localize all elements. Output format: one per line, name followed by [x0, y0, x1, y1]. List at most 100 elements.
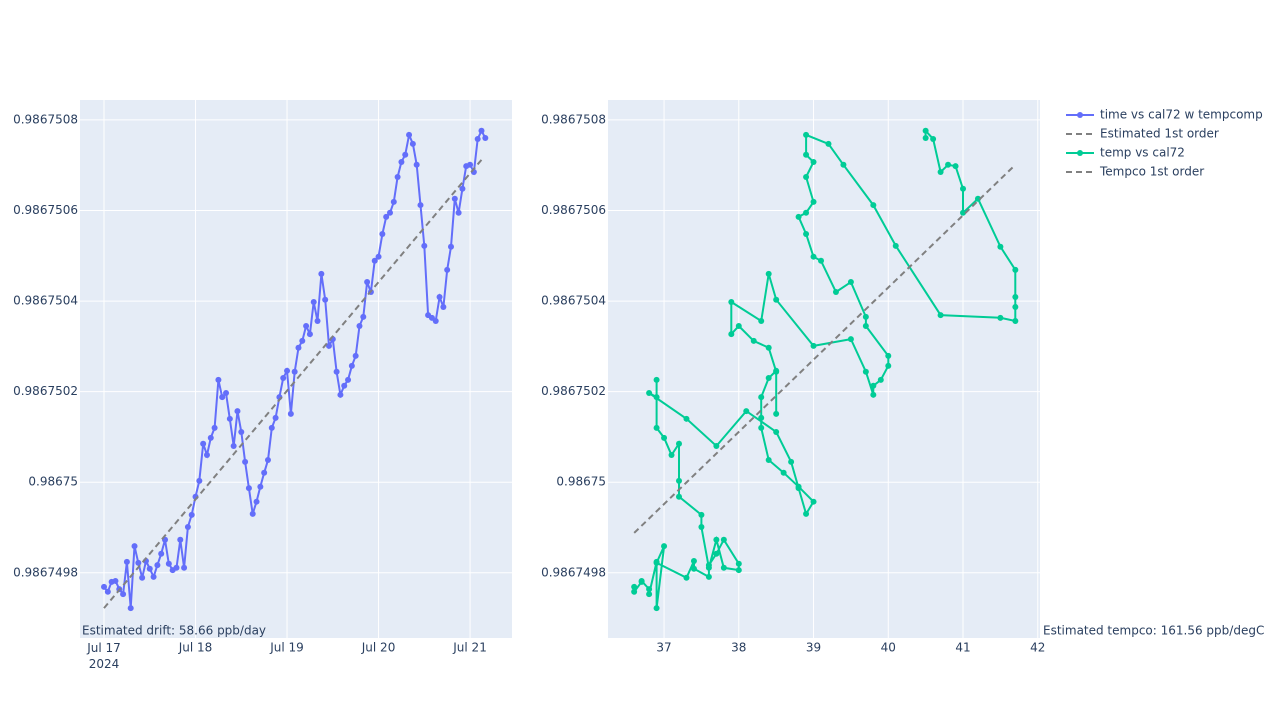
marker	[803, 151, 810, 158]
marker	[177, 536, 184, 543]
marker	[409, 140, 416, 147]
marker	[728, 298, 735, 305]
marker	[264, 457, 271, 464]
x-tick-label: 41	[955, 641, 970, 655]
marker	[375, 253, 382, 260]
marker	[653, 424, 660, 431]
marker	[862, 368, 869, 375]
marker	[780, 469, 787, 476]
marker	[638, 577, 645, 584]
marker	[713, 550, 720, 557]
marker	[417, 202, 424, 209]
marker	[444, 266, 451, 273]
x-tick-label: Jul 21	[452, 641, 487, 655]
marker	[242, 458, 249, 465]
legend-label: temp vs cal72	[1100, 146, 1185, 160]
marker	[306, 331, 313, 338]
marker	[877, 376, 884, 383]
marker	[720, 536, 727, 543]
marker	[832, 289, 839, 296]
marker	[120, 591, 127, 598]
marker	[455, 209, 462, 216]
marker	[803, 231, 810, 238]
marker	[765, 344, 772, 351]
marker	[325, 342, 332, 349]
marker	[1012, 303, 1019, 310]
legend-label: time vs cal72 w tempcomp	[1100, 108, 1263, 122]
marker	[810, 342, 817, 349]
y-tick-label: 0.9867498	[541, 565, 606, 579]
marker	[364, 279, 371, 286]
marker	[314, 317, 321, 324]
marker	[245, 485, 252, 492]
marker	[345, 376, 352, 383]
marker	[922, 127, 929, 134]
y-tick-label: 0.9867508	[541, 112, 606, 126]
marker	[158, 550, 165, 557]
marker	[683, 415, 690, 422]
marker	[165, 560, 172, 567]
marker	[341, 382, 348, 389]
marker	[997, 314, 1004, 321]
marker	[922, 135, 929, 142]
marker	[322, 296, 329, 303]
marker	[765, 375, 772, 382]
marker	[284, 367, 291, 374]
marker	[713, 536, 720, 543]
marker	[862, 313, 869, 320]
marker	[773, 368, 780, 375]
marker	[818, 257, 825, 264]
x-tick-label: Jul 19	[269, 641, 304, 655]
marker	[690, 558, 697, 565]
marker	[735, 567, 742, 574]
marker	[348, 362, 355, 369]
marker	[810, 498, 817, 505]
x-tick-label: 39	[806, 641, 821, 655]
marker	[257, 483, 264, 490]
marker	[352, 352, 359, 359]
marker	[698, 511, 705, 518]
series-line	[633, 164, 1016, 534]
marker	[123, 558, 130, 565]
marker	[870, 202, 877, 209]
marker	[698, 524, 705, 531]
marker	[728, 331, 735, 338]
marker	[1012, 266, 1019, 273]
marker	[661, 434, 668, 441]
marker	[310, 298, 317, 305]
marker	[447, 243, 454, 250]
marker	[743, 408, 750, 415]
marker	[847, 279, 854, 286]
marker	[478, 127, 485, 134]
plot-background	[608, 100, 1040, 638]
marker	[803, 173, 810, 180]
marker	[885, 352, 892, 359]
marker	[930, 135, 937, 142]
marker	[482, 135, 489, 142]
marker	[825, 140, 832, 147]
marker	[436, 293, 443, 300]
marker	[249, 510, 256, 517]
marker	[356, 322, 363, 329]
marker	[631, 588, 638, 595]
marker	[705, 564, 712, 571]
marker	[646, 586, 653, 593]
marker	[870, 391, 877, 398]
marker	[974, 195, 981, 202]
marker	[451, 195, 458, 202]
marker	[211, 424, 218, 431]
marker	[203, 452, 210, 459]
marker	[200, 440, 207, 447]
marker	[230, 442, 237, 449]
marker	[291, 368, 298, 375]
marker	[379, 231, 386, 238]
marker	[299, 337, 306, 344]
marker	[238, 428, 245, 435]
marker	[406, 131, 413, 138]
x-tick-label: Jul 18	[178, 641, 213, 655]
marker	[646, 591, 653, 598]
legend-marker	[1077, 150, 1083, 156]
marker	[459, 185, 466, 192]
marker	[862, 322, 869, 329]
